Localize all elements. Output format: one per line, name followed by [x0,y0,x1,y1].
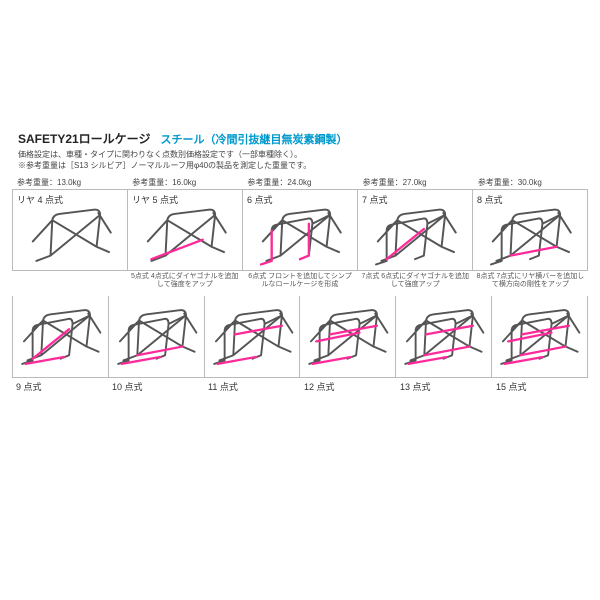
cage-cell [12,296,108,378]
cage-cell [491,296,587,378]
cage-label: 13 点式 [396,380,492,393]
cage-label: 12 点式 [300,380,396,393]
cage-diagram [304,299,391,375]
cage-diagram [17,206,123,268]
spec-grid: 参考重量：13.0kg参考重量：16.0kg参考重量：24.0kg参考重量：27… [12,176,588,394]
weight-label: 参考重量：13.0kg [12,176,127,189]
cage-cell: リヤ 4 点式 [12,189,127,271]
weight-label: 参考重量：30.0kg [473,176,588,189]
cage-cell: 6 点式 [242,189,357,271]
cage-label: 9 点式 [12,380,108,393]
cage-caption: 7点式 6点式にダイヤゴナルを追加して強度アップ [358,271,473,297]
cage-diagram [247,206,353,268]
cage-label: 7 点式 [362,193,468,206]
weight-label: 参考重量：27.0kg [358,176,473,189]
weight-label: 参考重量：24.0kg [242,176,357,189]
cage-diagram [362,206,468,268]
cage-label: 15 点式 [492,380,588,393]
cage-cell: 7 点式 [357,189,472,271]
desc-line-2: ※参考重量は［S13 シルビア］ノーマルルーフ用φ40の製品を測定した重量です。 [18,161,588,172]
weight-label: 参考重量：16.0kg [127,176,242,189]
cage-cell [108,296,204,378]
cage-label: 11 点式 [204,380,300,393]
cage-caption: 5点式 4点式にダイヤゴナルを追加して強度をアップ [127,271,242,297]
cage-label: 6 点式 [247,193,353,206]
material-label: スチール（冷間引抜継目無炭素鋼製） [160,131,347,147]
cage-label: 8 点式 [477,193,583,206]
cage-cell [204,296,300,378]
cage-diagram [209,299,296,375]
desc-line-1: 価格設定は、車種・タイプに関わりなく点数別価格設定です（一部車種除く）。 [18,150,588,161]
cage-caption: 8点式 7点式にリヤ横バーを追加して横方向の剛性をアップ [473,271,588,297]
cage-diagram [400,299,487,375]
cage-cell [299,296,395,378]
cage-cell: リヤ 5 点式 [127,189,242,271]
cage-diagram [17,299,104,375]
cage-caption [12,271,127,297]
cage-cell: 8 点式 [472,189,587,271]
cage-diagram [496,299,583,375]
cage-diagram [132,206,238,268]
cage-diagram [477,206,583,268]
product-title: SAFETY21ロールケージ [18,130,150,147]
cage-label: リヤ 4 点式 [17,193,123,206]
cage-diagram [113,299,200,375]
cage-label: 10 点式 [108,380,204,393]
cage-caption: 6点式 フロントを追加してシンプルなロールケージを形成 [242,271,357,297]
cage-label: リヤ 5 点式 [132,193,238,206]
cage-cell [395,296,491,378]
